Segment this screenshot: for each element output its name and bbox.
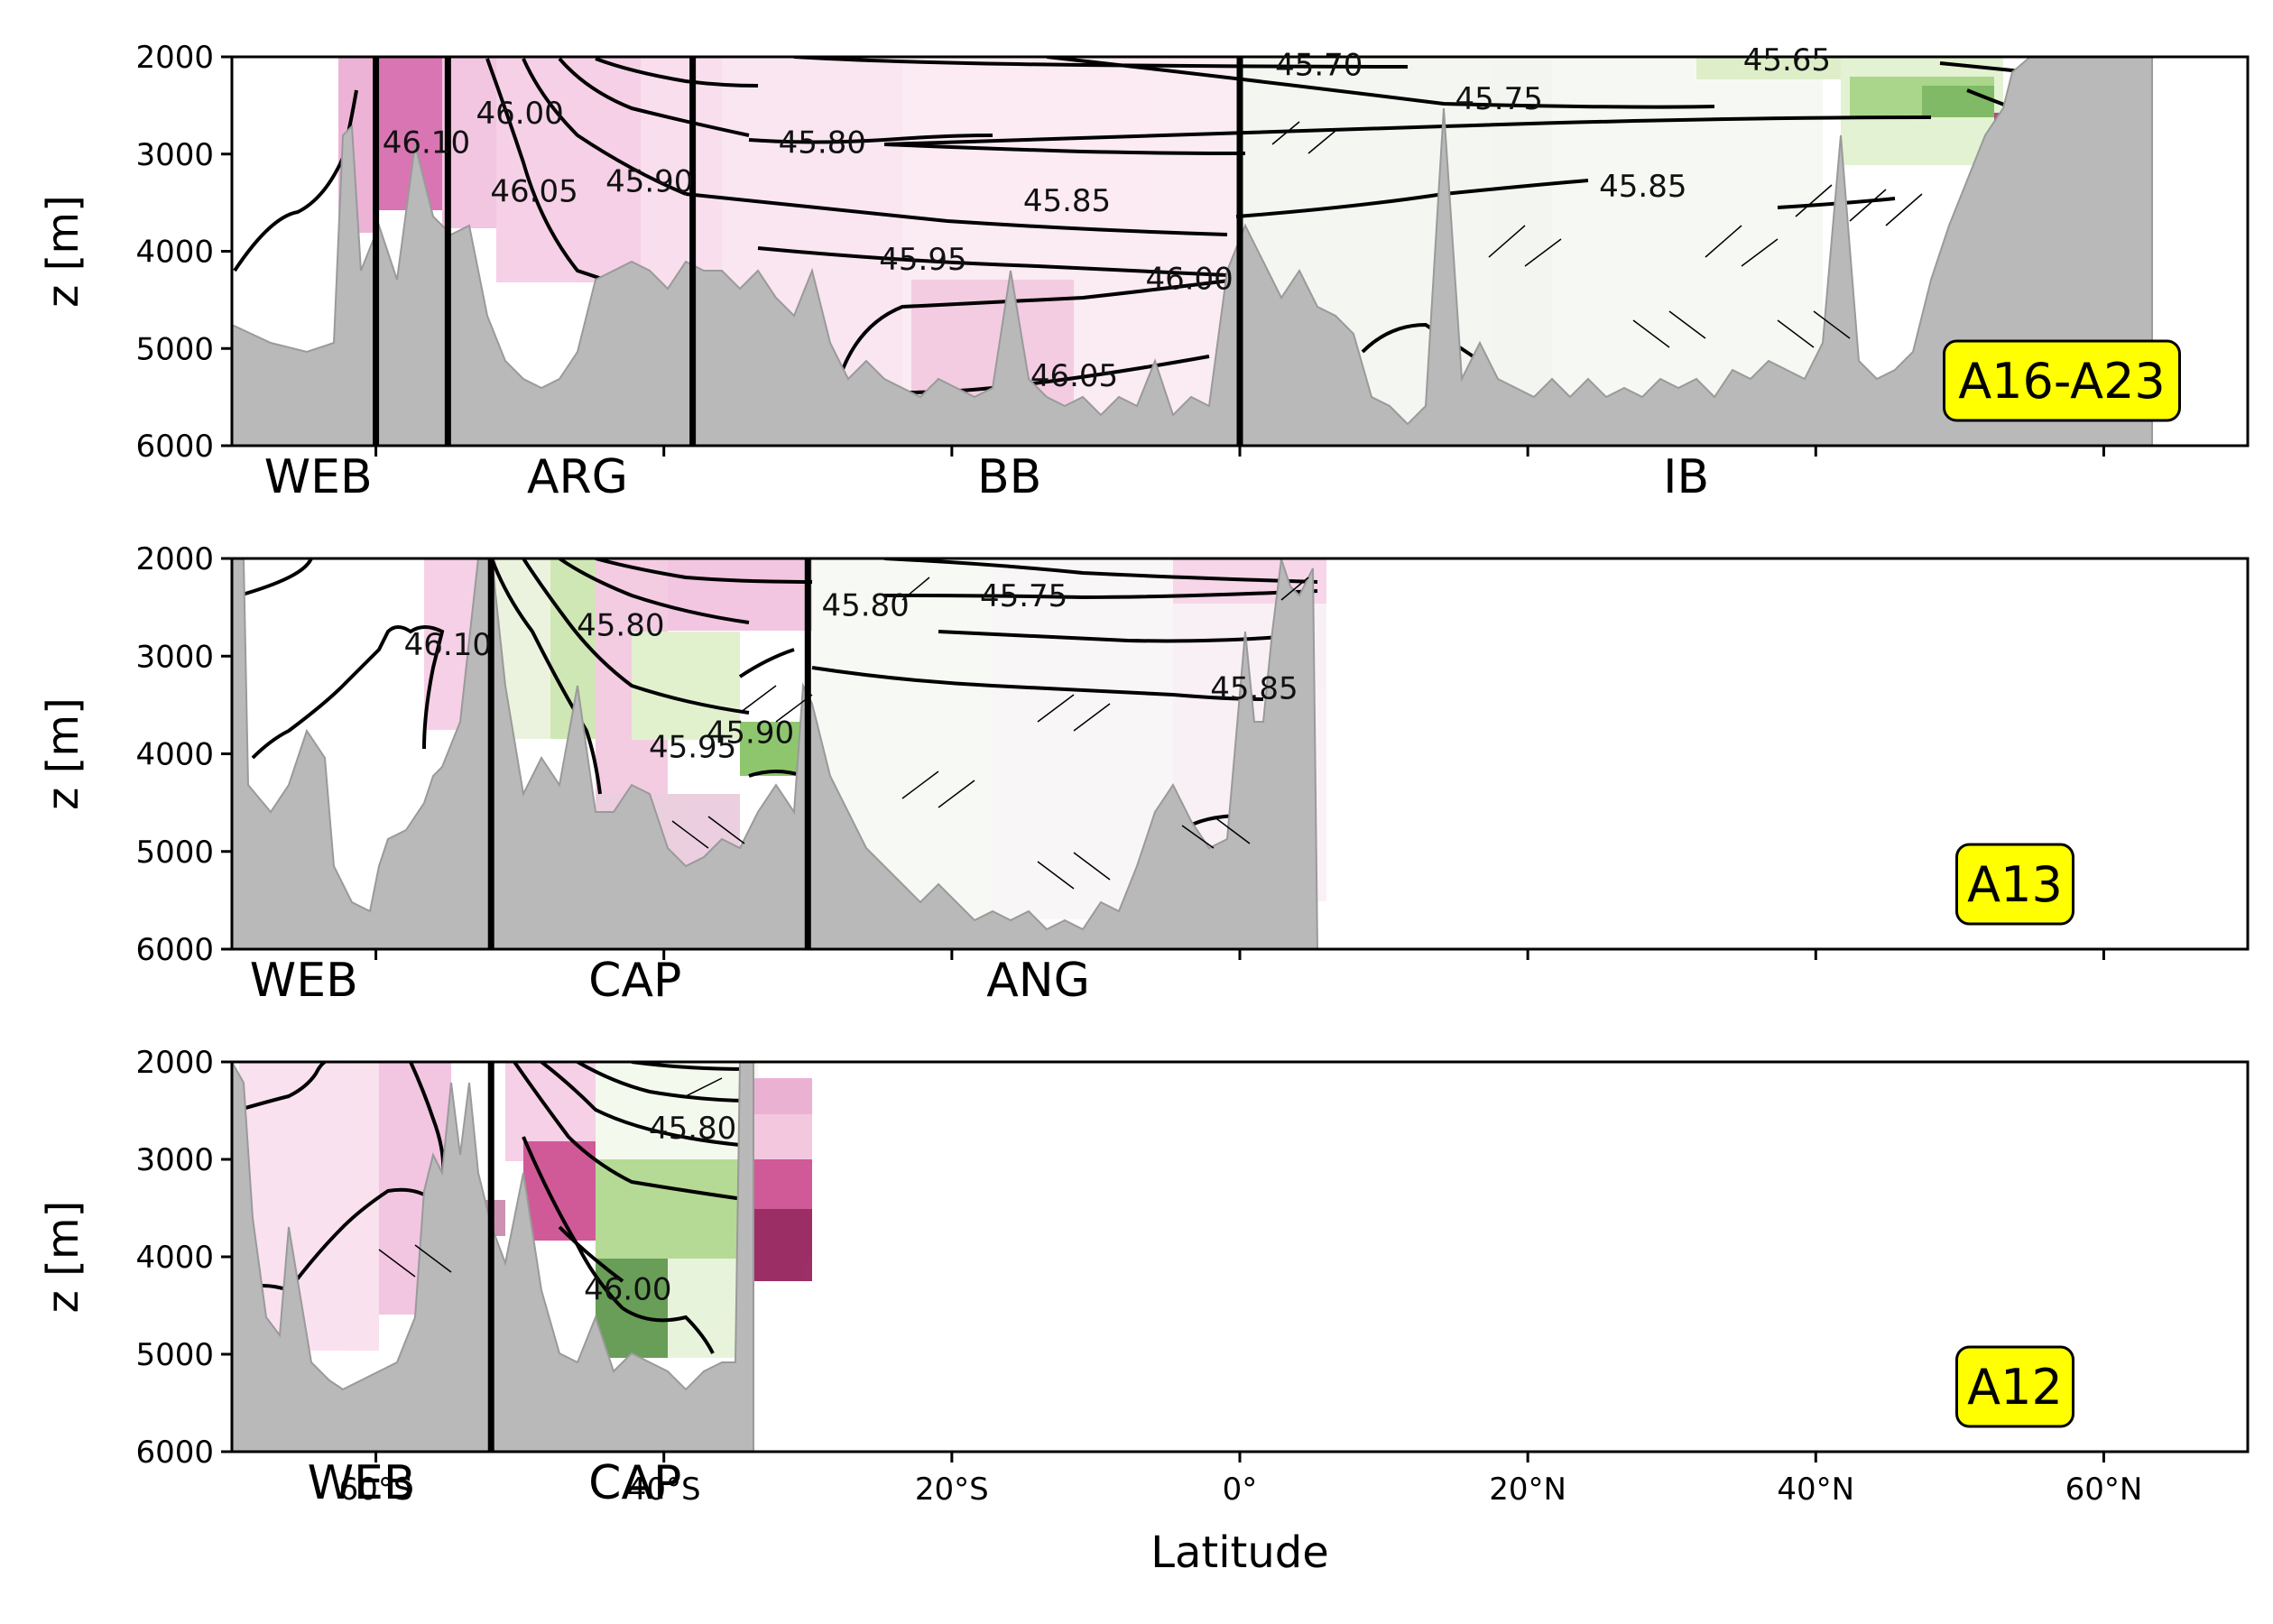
x-tick-marks bbox=[374, 1452, 2105, 1463]
bathymetry bbox=[232, 57, 2153, 446]
y-tick-label: 4000 bbox=[135, 235, 214, 271]
basin-labels: WEB ARG BB IB bbox=[264, 450, 1709, 504]
contour-label: 45.85 bbox=[1210, 671, 1298, 707]
y-axis: 2000 3000 4000 5000 6000 z [m] bbox=[38, 40, 232, 465]
section-label: A12 bbox=[1967, 1359, 2063, 1416]
hatching bbox=[1271, 121, 1923, 348]
basin-labels: WEB CAP bbox=[308, 1456, 682, 1510]
x-tick-label: 20°N bbox=[1489, 1472, 1566, 1508]
y-axis: 2000 3000 4000 5000 6000 z [m] bbox=[38, 541, 232, 968]
contour-label: 45.75 bbox=[980, 578, 1067, 614]
y-tick-label: 2000 bbox=[135, 541, 214, 577]
y-tick-label: 2000 bbox=[135, 1045, 214, 1081]
panel-a12: 45.80 46.00 2000 3000 4000 5000 6000 z [m] WEB… bbox=[38, 1045, 2250, 1510]
y-tick-label: 5000 bbox=[135, 331, 214, 367]
y-tick-label: 5000 bbox=[135, 1337, 214, 1373]
x-axis-label: Latitude bbox=[1150, 1527, 1329, 1578]
contour-label: 45.80 bbox=[649, 1111, 736, 1147]
y-tick-label: 3000 bbox=[135, 137, 214, 173]
x-tick-label: 40°S bbox=[627, 1472, 701, 1508]
section-label: A16-A23 bbox=[1958, 353, 2166, 410]
y-tick-label: 2000 bbox=[135, 40, 214, 76]
x-tick-label: 20°S bbox=[915, 1472, 989, 1508]
contour-label: 46.00 bbox=[1145, 261, 1233, 297]
contour-label: 45.95 bbox=[649, 730, 736, 766]
contour-label: 46.05 bbox=[1030, 358, 1118, 394]
panel-a16-a23-plot-area bbox=[232, 57, 2153, 446]
contour-label: 45.80 bbox=[577, 607, 664, 643]
y-tick-label: 5000 bbox=[135, 835, 214, 871]
x-tick-label: 60°S bbox=[339, 1472, 413, 1508]
contour-label: 46.10 bbox=[404, 627, 492, 663]
contour-labels: 45.80 46.00 bbox=[584, 1111, 736, 1307]
basin-label: CAP bbox=[588, 954, 681, 1008]
basin-label: ANG bbox=[986, 954, 1090, 1008]
contour-label: 45.80 bbox=[779, 125, 866, 161]
contour-label: 46.10 bbox=[383, 125, 470, 161]
x-tick-marks bbox=[374, 949, 2105, 960]
basin-label: BB bbox=[977, 450, 1041, 504]
section-label: A13 bbox=[1967, 856, 2063, 913]
contour-label: 45.70 bbox=[1275, 47, 1363, 83]
y-tick-label: 6000 bbox=[135, 429, 214, 465]
y-axis-label: z [m] bbox=[38, 697, 88, 810]
contour-label: 46.00 bbox=[476, 96, 563, 132]
section-boundaries bbox=[487, 558, 811, 949]
panel-a12-plot-area bbox=[232, 1062, 812, 1452]
contour-label: 45.85 bbox=[1599, 169, 1686, 205]
contour-label: 45.80 bbox=[821, 588, 909, 624]
basin-labels: WEB CAP ANG bbox=[250, 954, 1090, 1008]
basin-label: WEB bbox=[250, 954, 358, 1008]
y-axis: 2000 3000 4000 5000 6000 z [m] bbox=[38, 1045, 232, 1471]
panel-a13-plot-area bbox=[232, 558, 1326, 949]
contour-label: 45.85 bbox=[1023, 183, 1111, 219]
bathymetry bbox=[232, 558, 1319, 949]
y-axis-label: z [m] bbox=[38, 195, 88, 308]
y-tick-label: 6000 bbox=[135, 1435, 214, 1471]
section-label-box: A16-A23 bbox=[1943, 339, 2181, 422]
section-label-box: A13 bbox=[1955, 843, 2074, 926]
contour-label: 45.65 bbox=[1743, 42, 1831, 78]
y-tick-label: 3000 bbox=[135, 639, 214, 675]
contour-label: 45.95 bbox=[879, 242, 966, 278]
basin-label: CAP bbox=[588, 1456, 681, 1510]
x-tick-marks bbox=[374, 446, 2105, 457]
y-tick-label: 4000 bbox=[135, 1240, 214, 1276]
section-label-background bbox=[1955, 843, 2074, 926]
contour-label: 46.00 bbox=[584, 1271, 671, 1307]
y-tick-label: 4000 bbox=[135, 737, 214, 773]
contour-label: 45.90 bbox=[605, 164, 693, 200]
contour-label: 45.90 bbox=[707, 715, 794, 751]
x-tick-label: 40°N bbox=[1777, 1472, 1854, 1508]
basin-label: WEB bbox=[308, 1456, 416, 1510]
basin-label: IB bbox=[1663, 450, 1709, 504]
x-tick-label: 60°N bbox=[2065, 1472, 2143, 1508]
basin-label: ARG bbox=[527, 450, 628, 504]
y-tick-label: 3000 bbox=[135, 1142, 214, 1178]
x-tick-label: 0° bbox=[1223, 1472, 1258, 1508]
section-label-background bbox=[1943, 339, 2181, 422]
contour-label: 45.75 bbox=[1455, 81, 1543, 117]
contour-label: 46.05 bbox=[490, 173, 577, 209]
hatching bbox=[378, 1077, 723, 1278]
section-boundaries bbox=[373, 57, 1243, 446]
section-label-background bbox=[1955, 1345, 2074, 1428]
x-tick-labels: 60°S 40°S 20°S 0° 20°N 40°N 60°N bbox=[339, 1472, 2143, 1508]
y-axis-label: z [m] bbox=[38, 1201, 88, 1314]
basin-label: WEB bbox=[264, 450, 373, 504]
y-tick-label: 6000 bbox=[135, 932, 214, 968]
section-label-box: A12 bbox=[1955, 1345, 2074, 1428]
